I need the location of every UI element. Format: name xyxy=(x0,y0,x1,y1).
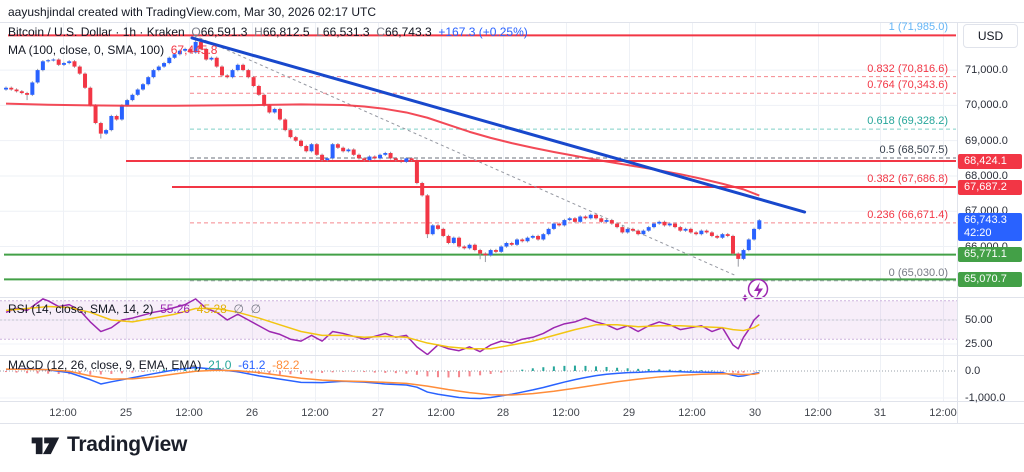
time-axis-label: 25 xyxy=(119,407,133,419)
fib-level-label: 0.618 (69,328.2) xyxy=(867,115,948,128)
fib-level-label: 0.236 (66,671.4) xyxy=(867,208,948,221)
time-axis-label: 30 xyxy=(748,407,762,419)
ma-name: MA (100, close, 0, SMA, 100) xyxy=(8,43,165,57)
symbol-legend-row[interactable]: Bitcoin / U.S. Dollar · 1h · Kraken O66,… xyxy=(8,25,528,39)
close-value: 66,743.3 xyxy=(384,25,432,39)
change-value: +167.3 (+0.25%) xyxy=(438,25,528,39)
price-tag: 68,424.1 xyxy=(958,153,1022,169)
price-tag: 66,743.3 42:20 xyxy=(958,213,1022,242)
time-axis-label: 12:00 xyxy=(678,407,706,419)
rsi-value: 55.26 xyxy=(160,302,191,316)
time-axis-label: 28 xyxy=(496,407,510,419)
time-axis-label: 12:00 xyxy=(175,407,203,419)
time-axis-label: 31 xyxy=(873,407,887,419)
high-label: H xyxy=(254,25,263,39)
fib-level-label: 0.5 (68,507.5) xyxy=(879,144,949,157)
tradingview-logo[interactable]: TradingView xyxy=(30,432,187,458)
ma-value: 67,445.8 xyxy=(170,43,218,57)
fib-level-label: 0.832 (70,816.6) xyxy=(867,62,948,75)
time-axis-label: 12:00 xyxy=(552,407,580,419)
fib-level-label: 0.382 (67,686.8) xyxy=(867,173,948,185)
rsi-name: RSI (14, close, SMA, 14, 2) xyxy=(8,302,154,316)
macd-signal-value: -82.2 xyxy=(272,358,300,372)
low-value: 66,531.3 xyxy=(322,25,370,39)
time-axis-label: 12:00 xyxy=(427,407,455,419)
fib-level-label: 0.764 (70,343.6) xyxy=(867,79,948,92)
macd-axis-label: 0.0 xyxy=(965,365,981,377)
time-axis-label: 12:00 xyxy=(49,407,77,419)
fib-level-label: 1 (71,985.0) xyxy=(888,21,948,34)
rsi-axis-label: 25.00 xyxy=(965,338,993,350)
time-axis-label: 12:00 xyxy=(804,407,832,419)
macd-name: MACD (12, 26, close, 9, EMA, EMA) xyxy=(8,358,202,372)
rsi-empty-value-1: ∅ xyxy=(233,302,244,316)
macd-hist-value: 21.0 xyxy=(208,358,232,372)
currency-toggle-button[interactable]: USD xyxy=(963,24,1018,48)
open-value: 66,591.3 xyxy=(200,25,248,39)
tradingview-wordmark: TradingView xyxy=(67,433,188,456)
rsi-axis-label: 50.00 xyxy=(965,314,993,326)
attribution-text: aayushjindal created with TradingView.co… xyxy=(8,5,376,19)
close-label: C xyxy=(376,25,385,39)
rsi-empty-value-2: ∅ xyxy=(250,302,262,316)
macd-axis-label: -1,000.0 xyxy=(965,392,1006,404)
macd-legend-row[interactable]: MACD (12, 26, close, 9, EMA, EMA) 21.0 -… xyxy=(8,358,299,372)
time-axis-label: 12:00 xyxy=(929,407,957,419)
price-tag: 67,687.2 xyxy=(958,179,1022,195)
tradingview-logo-icon xyxy=(31,437,60,455)
ma-legend-row[interactable]: MA (100, close, 0, SMA, 100) 67,445.8 xyxy=(8,43,217,57)
time-axis-label: 12:00 xyxy=(301,407,329,419)
fib-level-label: 0 (65,030.0) xyxy=(888,266,948,279)
low-label: L xyxy=(316,25,323,39)
open-label: O xyxy=(191,25,201,39)
rsi-ma-value: 45.28 xyxy=(196,302,227,316)
high-value: 66,812.5 xyxy=(262,25,310,39)
price-axis-label: 70,000.0 xyxy=(965,99,1008,112)
price-tag: 65,771.1 xyxy=(958,247,1022,263)
countdown-timer: 42:20 xyxy=(964,227,992,240)
price-axis-label: 71,000.0 xyxy=(965,64,1008,77)
symbol-title: Bitcoin / U.S. Dollar · 1h · Kraken xyxy=(8,25,185,39)
price-tag: 65,070.7 xyxy=(958,271,1022,287)
time-axis-label: 27 xyxy=(371,407,385,419)
price-axis-label: 69,000.0 xyxy=(965,134,1008,147)
macd-line-value: -61.2 xyxy=(238,358,266,372)
rsi-legend-row[interactable]: RSI (14, close, SMA, 14, 2) 55.26 45.28 … xyxy=(8,302,261,316)
price-axis-label: 68,000.0 xyxy=(965,169,1008,182)
time-axis-label: 29 xyxy=(622,407,636,419)
footer: TradingView xyxy=(0,424,1024,472)
time-axis-label: 26 xyxy=(245,407,259,419)
